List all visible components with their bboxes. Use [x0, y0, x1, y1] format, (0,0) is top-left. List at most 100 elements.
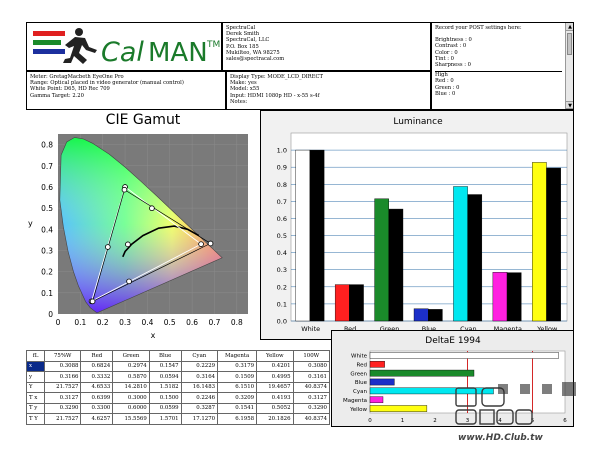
table-cell: 0.6399 [80, 392, 114, 404]
deltae-bar [369, 378, 395, 386]
cie-y-tick: 0.3 [41, 246, 53, 255]
table-cell: 21.7527 [43, 381, 82, 393]
scroll-up-arrow-icon[interactable]: ▲ [566, 23, 573, 31]
luminance-target-bar [506, 272, 522, 322]
table-cell: 0.2229 [180, 360, 219, 372]
deltae-x-tick: 1 [401, 418, 405, 424]
luminance-measured-bar [492, 272, 508, 322]
post-settings-scrollbar[interactable]: ▲ ▼ [565, 23, 573, 109]
logo-stripe-green [33, 40, 61, 45]
luminance-y-tick: 0.2 [277, 283, 287, 291]
cie-x-tick: 0.4 [141, 318, 153, 327]
table-header-cell: 75%W [43, 350, 82, 362]
post-setting-row: Contrast : 0 [435, 43, 467, 50]
cie-x-tick: 0.2 [97, 318, 109, 327]
luminance-target-bar [467, 194, 483, 322]
cie-y-tick: 0.2 [41, 268, 53, 277]
luminance-measured-bar [413, 308, 429, 322]
table-cell: 20.1826 [256, 413, 294, 425]
watermark-url: www.HD.Club.tw [458, 433, 543, 443]
table-cell: 0.6000 [112, 402, 150, 414]
table-cell: 0.5870 [112, 371, 150, 383]
cie-x-tick: 0.1 [74, 318, 86, 327]
scroll-down-arrow-icon[interactable]: ▼ [566, 101, 573, 109]
deltae-x-tick: 6 [563, 418, 567, 424]
table-cell: 0.3287 [180, 402, 219, 414]
deltae-category-label: Cyan [353, 389, 367, 395]
table-cell: 14.2810 [112, 381, 150, 393]
luminance-x-tick: Cyan [460, 325, 477, 333]
deltae-category-label: Yellow [349, 407, 367, 413]
contact-line: P.O. Box 185 [226, 43, 259, 50]
post-setting-row: Color : 0 [435, 49, 458, 56]
measured-point [89, 298, 96, 305]
luminance-y-tick: 0.0 [277, 318, 287, 326]
luminance-y-tick: 0.6 [277, 215, 287, 223]
table-cell: 0.3164 [180, 371, 219, 383]
table-row-label: T y [26, 402, 45, 414]
table-cell: 0.3161 [292, 371, 331, 383]
hd-club-watermark: www.HD.Club.tw [455, 382, 576, 443]
post-setting-row: High [435, 72, 448, 79]
luminance-y-tick: 0.5 [277, 232, 287, 240]
table-cell: 0.3209 [217, 392, 258, 404]
secondary-point [149, 205, 155, 212]
display-line: Make: yes [230, 80, 257, 87]
cie-y-tick: 0.6 [41, 183, 53, 192]
luminance-target-bar [349, 284, 364, 322]
running-man-icon [63, 28, 97, 64]
table-header-cell: Red [80, 350, 114, 362]
table-cell: 0.6824 [80, 360, 114, 372]
display-line: Display Type: MODE_LCD_DIRECT [230, 74, 323, 80]
luminance-measured-bar [374, 198, 389, 322]
luminance-measured-bar [453, 186, 468, 322]
table-cell: 0.0599 [148, 402, 182, 414]
table-header-row: fL 75%W Red Green Blue Cyan Magenta Yell… [26, 350, 331, 362]
table-cell: 0.5052 [256, 402, 294, 414]
table-cell: 6.1510 [217, 381, 258, 393]
cie-x-tick: 0.5 [164, 318, 176, 327]
scrollbar-thumb[interactable] [567, 33, 572, 55]
table-cell: 4.6257 [80, 413, 114, 425]
table-cell: 0.3179 [217, 360, 258, 372]
table-cell: 0.1500 [148, 392, 182, 404]
post-setting-row: Blue : 0 [435, 90, 456, 97]
deltae-category-label: Magenta [343, 398, 367, 404]
post-setting-row: Green : 0 [435, 84, 460, 91]
table-cell: 0.3290 [43, 402, 82, 414]
table-row: Y 21.7527 4.6533 14.2810 1.5182 16.1483 6.1510… [26, 381, 331, 393]
contact-line: Mukilteo, WA 98275 [226, 49, 280, 56]
secondary-point [126, 278, 132, 285]
deltae-category-label: Red [357, 363, 367, 369]
luminance-x-tick: Magenta [494, 325, 522, 333]
luminance-chart: Luminance 0.0 0.1 0.2 0.3 0.4 0.5 0.6 0.7 0.8 0.9 1… [260, 110, 574, 340]
table-cell: 15.5569 [112, 413, 150, 425]
deltae-x-tick: 0 [368, 418, 372, 424]
luminance-y-tick: 0.4 [277, 249, 287, 257]
table-cell: 0.2974 [112, 360, 150, 372]
table-cell: 6.1958 [217, 413, 258, 425]
deltae-x-tick: 3 [466, 418, 470, 424]
cie-x-tick: 0.8 [231, 318, 243, 327]
table-row-label: Y [26, 381, 45, 393]
table-cell: 0.3290 [292, 402, 331, 414]
contact-line: SpectraCal [226, 25, 256, 31]
deltae-chart-title: DeltaE 1994 [425, 336, 481, 346]
deltae-bar [369, 360, 385, 368]
contact-line: sales@spectracal.com [226, 56, 285, 63]
logo-wordmark-man: MAN [148, 38, 208, 68]
table-cell: 0.1547 [148, 360, 182, 372]
post-settings-panel[interactable]: Record your POST settings here: Brightne… [431, 22, 574, 110]
table-cell: 40.8374 [292, 381, 331, 393]
luminance-y-tick: 0.8 [277, 181, 287, 189]
table-row-label: T x [26, 392, 45, 404]
table-cell: 0.3080 [292, 360, 331, 372]
measurement-table: fL 75%W Red Green Blue Cyan Magenta Yell… [26, 350, 331, 425]
cie-y-tick: 0 [48, 310, 53, 319]
table-cell: 0.4201 [256, 360, 294, 372]
table-row-label: y [26, 371, 45, 383]
deltae-chart: DeltaE 1994 White Red Green Blue Cyan Magenta Y… [331, 330, 574, 427]
cie-y-tick: 0.1 [41, 289, 53, 298]
table-cell: 0.3127 [43, 392, 82, 404]
luminance-measured-bar [334, 284, 350, 322]
